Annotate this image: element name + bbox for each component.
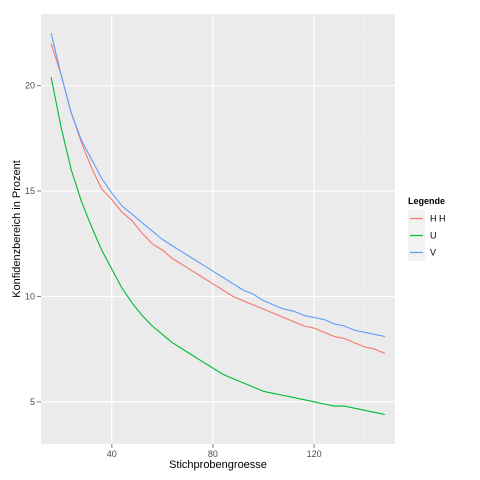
x-axis-ticks: 40 80 120 [107,444,322,459]
series-lines [50,32,386,416]
legend-label: V [430,248,436,258]
series-line-v [50,32,386,338]
x-tick-label: 120 [307,449,322,459]
x-tick-label: 40 [107,449,117,459]
x-tick-label: 80 [208,449,218,459]
legend: Legende H H UV [408,196,446,261]
plot-panel [41,14,395,444]
legend-label: H H [430,214,446,224]
y-tick-label: 15 [25,186,35,196]
series-line-h-h [50,43,386,354]
y-tick-label: 5 [30,397,35,407]
series-line-u [50,77,386,416]
y-axis-label: Konfidenzbereich in Prozent [11,160,23,298]
y-tick-label: 20 [25,81,35,91]
legend-label: U [430,231,437,241]
x-axis-label: Stichprobengroesse [169,459,267,471]
major-gridlines [41,14,395,444]
legend-title: Legende [408,196,445,206]
y-tick-label: 10 [25,291,35,301]
y-axis-ticks: 5 10 15 20 [25,81,41,407]
